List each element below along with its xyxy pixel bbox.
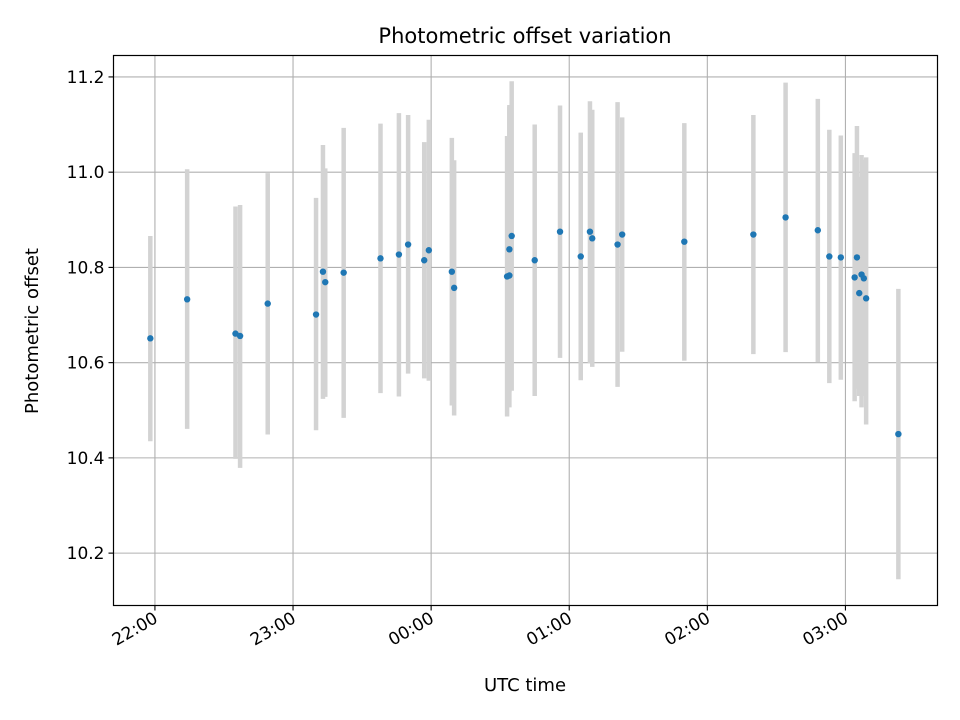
grid: [113, 55, 938, 606]
data-point: [377, 255, 384, 262]
data-point: [681, 238, 688, 245]
data-point: [322, 278, 329, 286]
data-point: [618, 231, 626, 238]
data-point: [395, 251, 403, 258]
y-axis: 10.2 10.4 10.6 10.8 11.0 11.2: [67, 68, 114, 564]
data-point: [531, 257, 538, 264]
data-point: [837, 254, 845, 261]
y-tick-label: 10.4: [67, 449, 105, 469]
y-tick-label: 11.0: [67, 163, 105, 183]
data-point: [236, 332, 244, 340]
data-point: [264, 300, 271, 307]
data-point: [782, 214, 789, 221]
y-tick-label: 10.8: [67, 258, 105, 278]
data-point: [508, 232, 515, 240]
y-tick-label: 10.6: [67, 354, 105, 374]
data-point: [556, 228, 564, 235]
data-point: [340, 269, 347, 276]
y-axis-title: Photometric offset: [22, 248, 43, 414]
data-points: [147, 214, 902, 438]
data-point: [851, 274, 858, 281]
y-tick-label: 10.2: [67, 544, 105, 564]
data-point: [312, 311, 320, 318]
data-point: [856, 289, 863, 297]
data-point: [448, 268, 456, 275]
data-point: [589, 235, 596, 242]
data-point: [183, 296, 191, 303]
plot-frame: [112, 54, 939, 607]
data-point: [614, 241, 621, 248]
data-point: [506, 246, 513, 253]
data-point: [147, 335, 154, 342]
data-point: [450, 284, 458, 292]
chart-title: Photometric offset variation: [378, 24, 671, 48]
data-point: [319, 268, 327, 275]
data-point: [421, 257, 428, 264]
data-point: [826, 253, 833, 260]
data-point: [862, 295, 870, 302]
data-point: [404, 241, 412, 248]
x-axis-title: UTC time: [484, 675, 566, 696]
data-point: [853, 254, 861, 261]
data-point: [577, 253, 584, 260]
data-point: [425, 247, 433, 254]
data-point: [586, 228, 594, 235]
data-point: [860, 275, 868, 282]
data-point: [750, 231, 757, 238]
data-point: [895, 430, 902, 438]
data-point: [506, 272, 513, 279]
y-tick-label: 11.2: [67, 68, 105, 88]
data-point: [814, 227, 822, 234]
